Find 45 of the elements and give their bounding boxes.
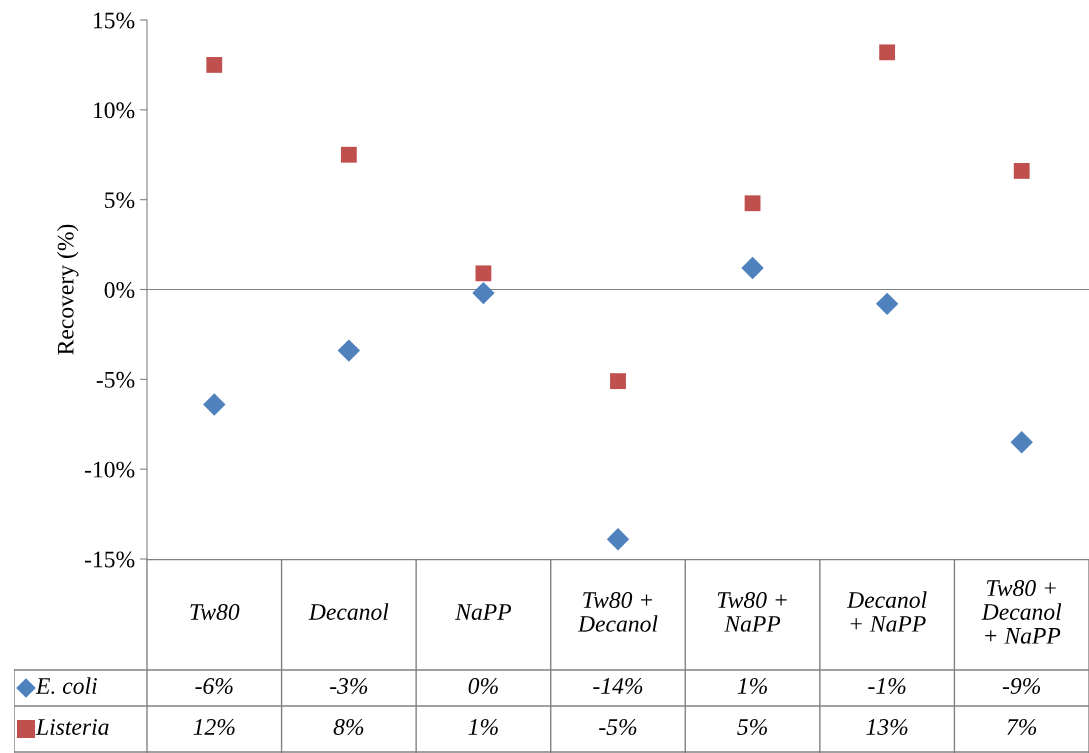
data-label: -14%: [593, 677, 643, 694]
data-label: 7%: [1007, 718, 1037, 735]
y-tick-label: -10%: [84, 461, 135, 478]
y-tick-label: 15%: [93, 12, 135, 29]
y-axis-title: Recovery (%): [57, 224, 79, 355]
data-label: -5%: [599, 718, 637, 735]
data-label: -9%: [1002, 677, 1041, 694]
point: [475, 265, 492, 282]
x-tick-label: Tw80 + Decanol + NaPP: [981, 580, 1062, 644]
y-tick-label: 10%: [93, 102, 135, 119]
data-label: 0%: [468, 677, 498, 694]
data-label: 5%: [737, 718, 767, 735]
data-label: 13%: [866, 718, 908, 735]
data-label: 12%: [193, 718, 235, 735]
point: [610, 373, 626, 390]
y-tick-label: 0%: [104, 281, 135, 298]
data-label: 1%: [468, 718, 498, 735]
y-tick-label: 5%: [105, 192, 135, 209]
x-tick-label: NaPP: [455, 604, 512, 620]
data-label: -3%: [330, 677, 368, 694]
y-tick-label: -5%: [96, 371, 135, 388]
point: [875, 292, 899, 316]
point: [203, 393, 226, 416]
point: [744, 195, 761, 212]
x-tick-label: Tw80: [190, 603, 240, 620]
point: [472, 281, 495, 305]
x-tick-label: Tw80 + Decanol: [577, 592, 658, 632]
point: [1010, 431, 1033, 454]
x-tick-label: Decanol: [308, 603, 389, 620]
legend-label: E. coli: [35, 677, 97, 695]
point: [606, 528, 630, 551]
data-label: -1%: [868, 677, 906, 694]
legend-label: Listeria: [35, 719, 109, 735]
data-label: -6%: [195, 677, 233, 694]
point: [340, 146, 357, 163]
data-label: 1%: [737, 677, 767, 694]
point: [337, 339, 361, 362]
point: [206, 57, 223, 73]
x-tick-label: Decanol + NaPP: [846, 591, 927, 632]
point: [879, 44, 896, 61]
x-tick-label: Tw80 + NaPP: [717, 592, 787, 632]
point: [1013, 163, 1030, 179]
point: [741, 256, 764, 280]
data-label: 8%: [333, 718, 364, 735]
y-tick-label: -15%: [84, 551, 135, 568]
